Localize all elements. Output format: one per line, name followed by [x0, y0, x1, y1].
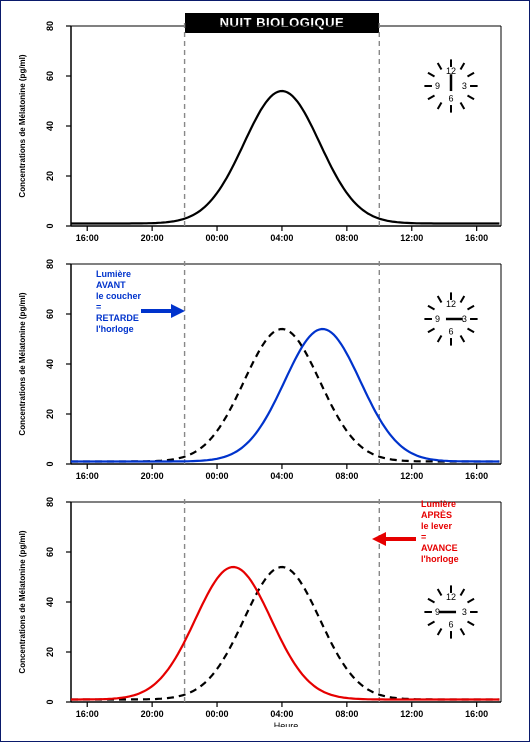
series-curve	[71, 567, 499, 700]
svg-text:80: 80	[45, 259, 55, 269]
annotation-text: l'horloge	[96, 324, 134, 334]
svg-text:80: 80	[45, 497, 55, 507]
svg-text:40: 40	[45, 597, 55, 607]
annotation-text: Lumière	[96, 269, 131, 279]
x-axis-label: Heure	[274, 721, 299, 727]
y-axis-label: Concentrations de Mélatonine (pg/ml)	[18, 292, 27, 435]
svg-text:00:00: 00:00	[206, 709, 229, 719]
svg-text:20: 20	[45, 647, 55, 657]
svg-text:08:00: 08:00	[335, 471, 358, 481]
svg-text:60: 60	[45, 71, 55, 81]
svg-text:9: 9	[435, 314, 440, 324]
annotation-text: l'horloge	[421, 554, 459, 564]
series-curve	[71, 91, 499, 224]
svg-text:6: 6	[448, 93, 453, 103]
svg-text:20: 20	[45, 171, 55, 181]
svg-text:16:00: 16:00	[465, 233, 488, 243]
svg-text:16:00: 16:00	[76, 709, 99, 719]
svg-text:04:00: 04:00	[270, 471, 293, 481]
series-curve	[71, 329, 499, 462]
svg-text:04:00: 04:00	[270, 709, 293, 719]
svg-text:04:00: 04:00	[270, 233, 293, 243]
svg-text:9: 9	[435, 81, 440, 91]
svg-text:6: 6	[448, 619, 453, 629]
chart-panel: Concentrations de Mélatonine (pg/ml) 0 20 4…	[11, 21, 519, 251]
svg-text:12:00: 12:00	[400, 709, 423, 719]
svg-text:0: 0	[45, 461, 55, 466]
svg-text:6: 6	[448, 326, 453, 336]
svg-text:20: 20	[45, 409, 55, 419]
annotation-text: =	[96, 302, 101, 312]
svg-text:40: 40	[45, 121, 55, 131]
svg-text:16:00: 16:00	[76, 233, 99, 243]
svg-text:60: 60	[45, 309, 55, 319]
chart-panel: Concentrations de Mélatonine (pg/ml) 0 20 4…	[11, 259, 519, 489]
svg-text:12: 12	[446, 592, 456, 602]
svg-text:3: 3	[462, 81, 467, 91]
annotation-text: le lever	[421, 521, 453, 531]
y-axis-label: Concentrations de Mélatonine (pg/ml)	[18, 530, 27, 673]
series-curve	[71, 567, 499, 700]
svg-text:12:00: 12:00	[400, 471, 423, 481]
series-curve	[71, 329, 499, 462]
annotation-text: le coucher	[96, 291, 142, 301]
chart-panel: Concentrations de Mélatonine (pg/ml) 0 20 4…	[11, 497, 519, 727]
svg-text:16:00: 16:00	[465, 471, 488, 481]
annotation-text: Lumière	[421, 499, 456, 509]
y-axis-label: Concentrations de Mélatonine (pg/ml)	[18, 54, 27, 197]
annotation-text: =	[421, 532, 426, 542]
figure-container: NUIT BIOLOGIQUEConcentrations de Mélaton…	[0, 0, 530, 742]
svg-text:08:00: 08:00	[335, 233, 358, 243]
svg-text:16:00: 16:00	[465, 709, 488, 719]
svg-text:16:00: 16:00	[76, 471, 99, 481]
annotation-text: AVANT	[96, 280, 126, 290]
svg-text:3: 3	[462, 607, 467, 617]
svg-text:12: 12	[446, 299, 456, 309]
svg-text:08:00: 08:00	[335, 709, 358, 719]
svg-text:20:00: 20:00	[141, 709, 164, 719]
annotation-text: APRÈS	[421, 510, 452, 520]
svg-text:00:00: 00:00	[206, 233, 229, 243]
svg-text:40: 40	[45, 359, 55, 369]
annotation-text: AVANCE	[421, 543, 458, 553]
annotation-text: RETARDE	[96, 313, 139, 323]
svg-text:0: 0	[45, 699, 55, 704]
svg-text:0: 0	[45, 223, 55, 228]
svg-text:80: 80	[45, 21, 55, 31]
svg-text:00:00: 00:00	[206, 471, 229, 481]
svg-text:20:00: 20:00	[141, 233, 164, 243]
svg-text:20:00: 20:00	[141, 471, 164, 481]
svg-text:12:00: 12:00	[400, 233, 423, 243]
svg-text:60: 60	[45, 547, 55, 557]
